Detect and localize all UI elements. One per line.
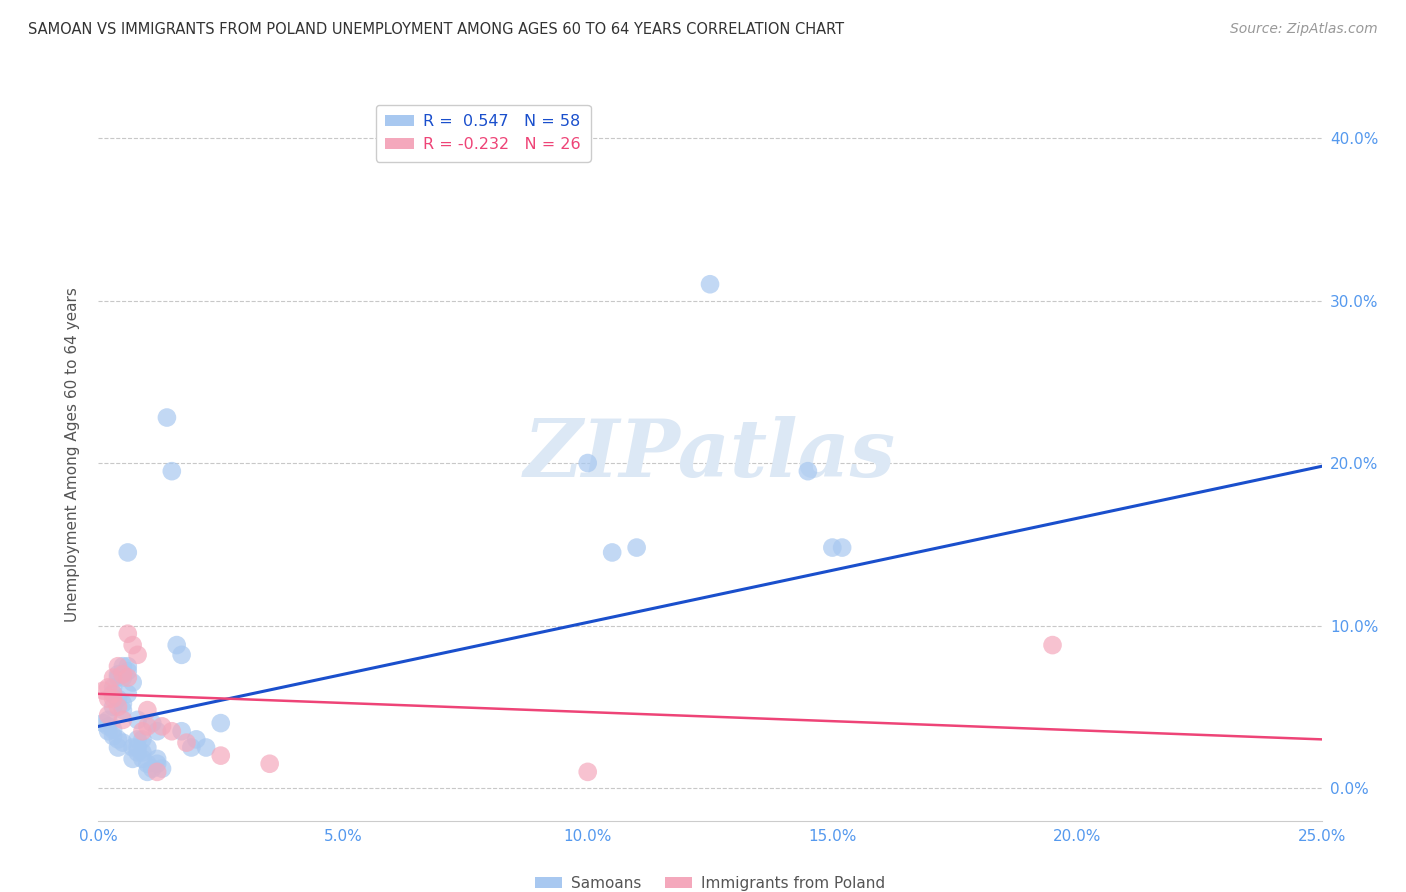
Point <box>117 671 139 685</box>
Point <box>117 687 139 701</box>
Point <box>117 664 139 678</box>
Point <box>97 724 120 739</box>
Point <box>146 724 169 739</box>
Point <box>127 713 149 727</box>
Point <box>136 756 159 771</box>
Point <box>111 697 134 711</box>
Point <box>699 277 721 292</box>
Point <box>107 740 129 755</box>
Point <box>156 410 179 425</box>
Point <box>626 541 648 555</box>
Point <box>146 756 169 771</box>
Point <box>166 638 188 652</box>
Point <box>107 699 129 714</box>
Point <box>146 764 169 779</box>
Point <box>127 648 149 662</box>
Point <box>170 724 193 739</box>
Point <box>107 667 129 681</box>
Point <box>121 740 143 755</box>
Point <box>101 691 124 706</box>
Point <box>97 681 120 695</box>
Point <box>111 736 134 750</box>
Point <box>146 752 169 766</box>
Point <box>136 703 159 717</box>
Point <box>180 740 202 755</box>
Point <box>97 708 120 723</box>
Point <box>91 683 114 698</box>
Text: ZIPatlas: ZIPatlas <box>524 417 896 493</box>
Point <box>127 740 149 755</box>
Text: Source: ZipAtlas.com: Source: ZipAtlas.com <box>1230 22 1378 37</box>
Point <box>117 545 139 559</box>
Point <box>160 464 183 478</box>
Point <box>107 732 129 747</box>
Point <box>576 764 599 779</box>
Text: SAMOAN VS IMMIGRANTS FROM POLAND UNEMPLOYMENT AMONG AGES 60 TO 64 YEARS CORRELAT: SAMOAN VS IMMIGRANTS FROM POLAND UNEMPLO… <box>28 22 844 37</box>
Point <box>97 691 120 706</box>
Legend: Samoans, Immigrants from Poland: Samoans, Immigrants from Poland <box>529 870 891 892</box>
Point <box>101 671 124 685</box>
Point <box>141 716 163 731</box>
Point <box>259 756 281 771</box>
Point <box>136 764 159 779</box>
Point <box>91 716 114 731</box>
Point <box>101 723 124 737</box>
Point <box>107 659 129 673</box>
Point <box>131 732 153 747</box>
Point <box>121 675 143 690</box>
Point <box>576 456 599 470</box>
Y-axis label: Unemployment Among Ages 60 to 64 years: Unemployment Among Ages 60 to 64 years <box>65 287 80 623</box>
Point <box>111 659 134 673</box>
Point <box>101 687 124 701</box>
Point <box>821 541 844 555</box>
Point <box>131 745 153 759</box>
Point <box>101 729 124 743</box>
Point <box>117 659 139 673</box>
Point <box>1042 638 1064 652</box>
Point <box>111 703 134 717</box>
Point <box>97 719 120 733</box>
Point <box>186 732 208 747</box>
Point <box>160 724 183 739</box>
Point <box>117 626 139 640</box>
Point <box>797 464 820 478</box>
Point <box>111 713 134 727</box>
Point <box>127 745 149 759</box>
Point <box>111 671 134 685</box>
Point <box>136 719 159 733</box>
Point <box>107 671 129 685</box>
Point <box>150 719 173 733</box>
Point <box>600 545 623 559</box>
Point <box>101 699 124 714</box>
Point <box>97 713 120 727</box>
Point <box>170 648 193 662</box>
Point <box>127 732 149 747</box>
Point <box>101 681 124 695</box>
Point <box>141 762 163 776</box>
Point <box>209 748 232 763</box>
Point <box>136 740 159 755</box>
Point <box>131 724 153 739</box>
Point <box>831 541 853 555</box>
Point <box>150 762 173 776</box>
Point <box>131 752 153 766</box>
Point <box>111 667 134 681</box>
Point <box>121 638 143 652</box>
Point <box>121 752 143 766</box>
Point <box>195 740 218 755</box>
Point <box>209 716 232 731</box>
Point <box>176 736 198 750</box>
Point <box>107 691 129 706</box>
Point <box>101 687 124 701</box>
